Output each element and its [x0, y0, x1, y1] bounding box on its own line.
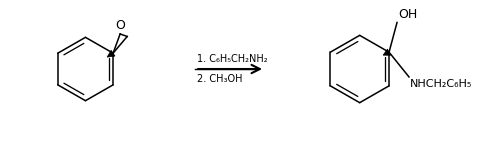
Text: OH: OH — [398, 8, 417, 21]
Polygon shape — [107, 50, 115, 57]
Text: 1. C₆H₅CH₂NH₂: 1. C₆H₅CH₂NH₂ — [197, 54, 268, 64]
Text: O: O — [115, 19, 125, 32]
Polygon shape — [383, 49, 391, 55]
Text: NHCH₂C₆H₅: NHCH₂C₆H₅ — [410, 79, 472, 89]
Text: 2. CH₃OH: 2. CH₃OH — [197, 74, 243, 84]
